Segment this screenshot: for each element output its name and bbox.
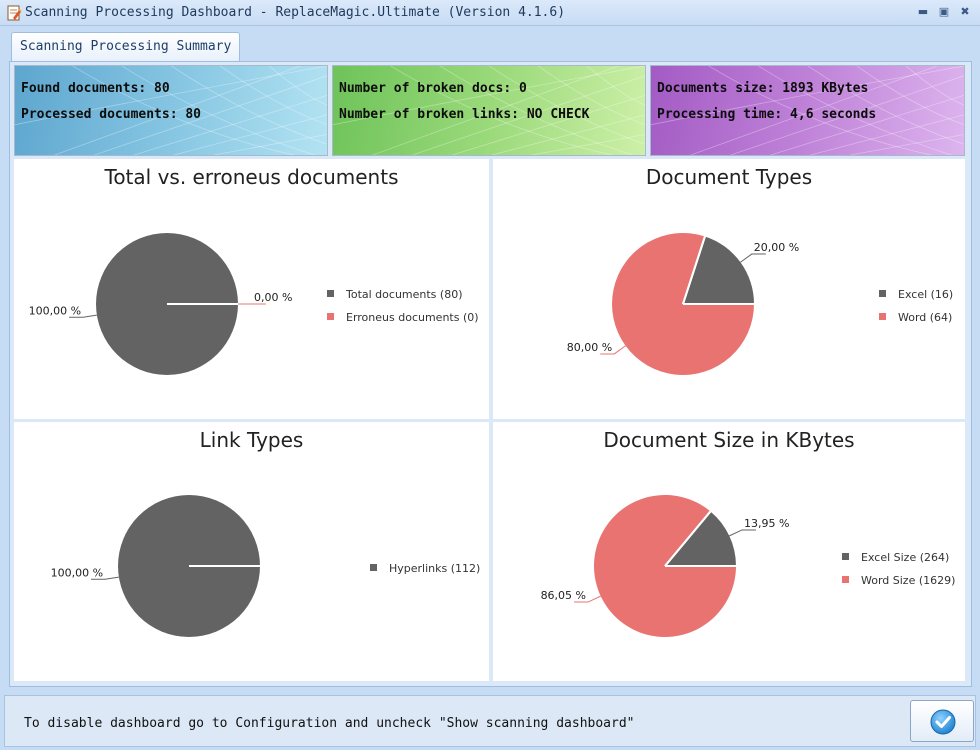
percent-label: 100,00 % (51, 566, 103, 579)
found-documents: Found documents: 80 (21, 81, 170, 96)
legend-label: Excel (16) (898, 288, 953, 301)
summary-box-size: Documents size: 1893 KBytes Processing t… (650, 65, 965, 156)
mesh-decoration (15, 66, 327, 155)
pie-chart-total-vs-erroneous: 100,00 % 0,00 % Total documents (80) Errone… (29, 233, 479, 375)
percent-label: 86,05 % (541, 589, 586, 602)
footer-message: To disable dashboard go to Configuration… (24, 716, 635, 731)
pie-slice (665, 511, 736, 566)
maximize-button[interactable]: ▣ (938, 5, 950, 18)
slice-separator (664, 510, 712, 567)
check-circle-icon (930, 709, 956, 735)
percent-label: 13,95 % (744, 517, 789, 530)
broken-docs-count: Number of broken docs: 0 (339, 81, 527, 96)
label-leader-line (91, 576, 119, 580)
chart-panel-document-size: Document Size in KBytes 13,95 % 86,05 % Ex… (493, 422, 965, 681)
mesh-decoration (651, 66, 964, 155)
footer-bar: To disable dashboard go to Configuration… (4, 695, 976, 747)
legend-label: Hyperlinks (112) (389, 562, 480, 575)
legend-label: Word Size (1629) (861, 574, 955, 587)
label-leader-line (600, 345, 626, 355)
label-leader-line (729, 529, 756, 537)
minimize-button[interactable]: ▬ (917, 5, 929, 18)
processing-time: Processing time: 4,6 seconds (657, 107, 877, 122)
chart-panel-total-vs-erroneous: Total vs. erroneus documents 100,00 % 0,0… (14, 159, 489, 419)
percent-label: 80,00 % (567, 341, 612, 354)
percent-label: 20,00 % (754, 241, 799, 254)
label-leader-line (69, 314, 97, 318)
legend-label: Total documents (80) (345, 288, 463, 301)
chart-panel-document-types: Document Types 20,00 % 80,00 % Excel (16) W… (493, 159, 965, 419)
slice-separator (682, 236, 706, 305)
documents-size: Documents size: 1893 KBytes (657, 81, 869, 96)
chart-panel-link-types: Link Types 100,00 % Hyperlinks (112) (14, 422, 489, 681)
legend-label: Word (64) (898, 311, 952, 324)
legend-swatch (842, 576, 849, 583)
horizontal-splitter[interactable] (14, 419, 965, 422)
chart-title: Link Types (199, 428, 304, 452)
chart-title: Document Types (645, 165, 813, 189)
legend-label: Excel Size (264) (861, 551, 949, 564)
summary-box-broken: Number of broken docs: 0 Number of broke… (332, 65, 646, 156)
percent-label: 100,00 % (29, 304, 81, 317)
window-title: Scanning Processing Dashboard - ReplaceM… (25, 5, 566, 20)
ok-button[interactable] (910, 700, 974, 742)
close-button[interactable]: ✖ (960, 5, 970, 18)
percent-label: 0,00 % (254, 291, 292, 304)
legend-swatch (879, 290, 886, 297)
legend-swatch (879, 313, 886, 320)
legend-swatch (842, 553, 849, 560)
summary-box-documents: Found documents: 80 Processed documents:… (14, 65, 328, 156)
legend-swatch (370, 564, 377, 571)
label-leader-line (740, 253, 766, 263)
processed-documents: Processed documents: 80 (21, 107, 202, 122)
label-leader-line (574, 595, 601, 603)
pie-chart-document-types: 20,00 % 80,00 % Excel (16) Word (64) (567, 233, 953, 376)
pie-slice (683, 236, 754, 304)
legend-swatch (327, 290, 334, 297)
app-document-icon (7, 5, 22, 21)
tab-label: Scanning Processing Summary (20, 39, 232, 54)
pie-chart-link-types: 100,00 % Hyperlinks (112) (51, 495, 480, 637)
mesh-decoration (333, 66, 645, 155)
legend-swatch (327, 313, 334, 320)
chart-title: Total vs. erroneus documents (104, 165, 399, 189)
pie-chart-document-size: 13,95 % 86,05 % Excel Size (264) Word Size … (541, 495, 955, 637)
tab-scanning-summary[interactable]: Scanning Processing Summary (11, 32, 240, 62)
chart-title: Document Size in KBytes (603, 428, 855, 452)
broken-links-count: Number of broken links: NO CHECK (339, 107, 590, 122)
legend-label: Erroneus documents (0) (346, 311, 479, 324)
title-bar: Scanning Processing Dashboard - ReplaceM… (0, 0, 980, 26)
